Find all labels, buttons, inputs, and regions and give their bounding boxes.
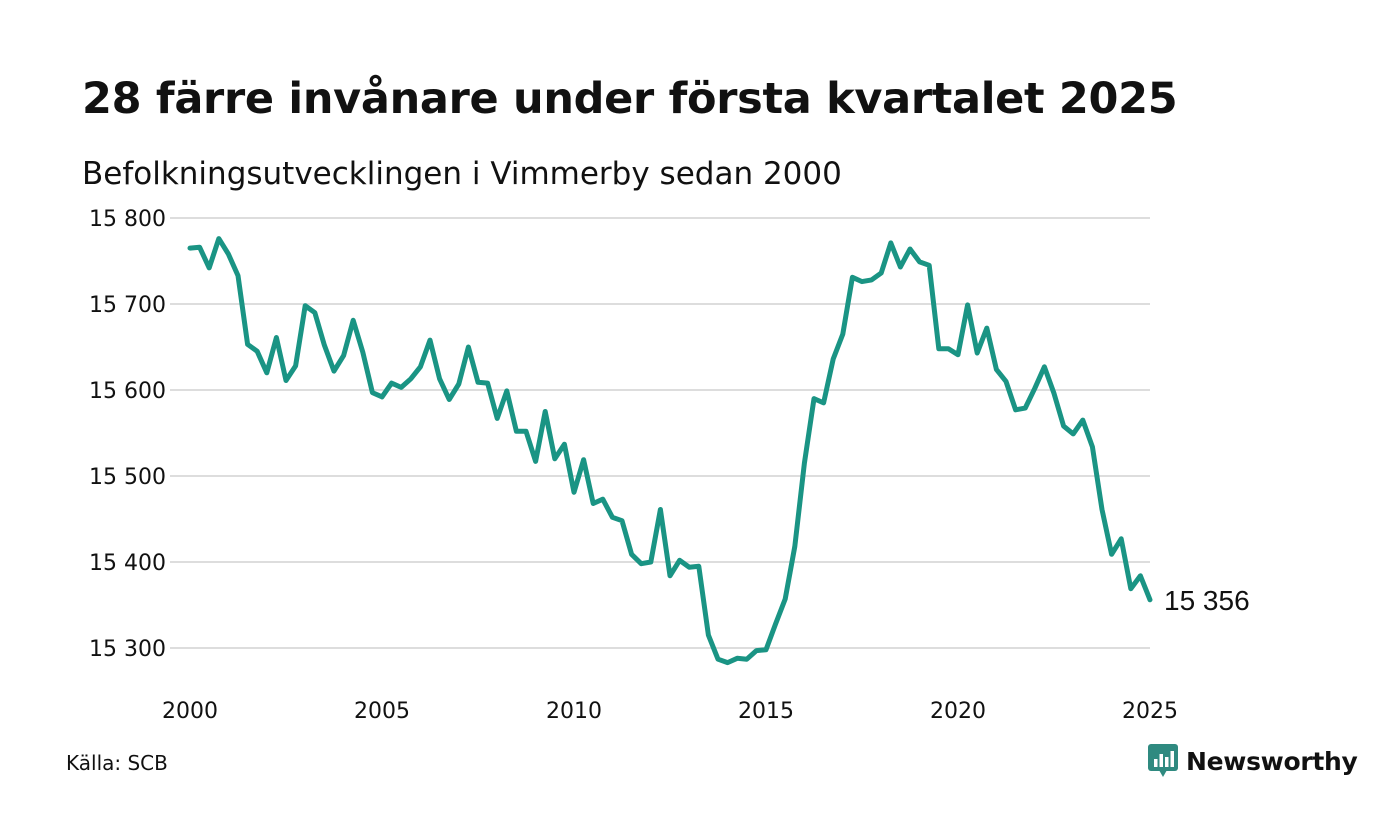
x-axis-ticks: 2000 2005 2010 2015 2020 2025: [162, 699, 1178, 724]
page-title: 28 färre invånare under första kvartalet…: [82, 74, 1178, 124]
source-note: Källa: SCB: [66, 751, 168, 775]
series-line-population: [187, 236, 1153, 666]
y-tick-label: 15 600: [89, 379, 166, 404]
brand-logo[interactable]: Newsworthy: [1148, 744, 1358, 778]
y-tick-label: 15 700: [89, 293, 166, 318]
x-tick-label: 2015: [738, 699, 794, 724]
data-points: [189, 238, 1151, 663]
y-tick-label: 15 800: [89, 207, 166, 232]
bar-chart-speech-bubble-icon: [1148, 744, 1178, 777]
x-tick-label: 2010: [546, 699, 602, 724]
end-value-label: 15 356: [1164, 585, 1250, 616]
x-tick-label: 2005: [354, 699, 410, 724]
x-tick-label: 2025: [1122, 699, 1178, 724]
page-subtitle: Befolkningsutvecklingen i Vimmerby sedan…: [82, 156, 842, 192]
y-axis-ticks: 15 300 15 400 15 500 15 600 15 700 15 800: [89, 207, 166, 662]
x-tick-label: 2020: [930, 699, 986, 724]
y-tick-label: 15 400: [89, 551, 166, 576]
y-tick-label: 15 500: [89, 465, 166, 490]
y-tick-label: 15 300: [89, 637, 166, 662]
brand-name: Newsworthy: [1186, 746, 1358, 776]
grid-lines: [170, 217, 1150, 649]
x-tick-label: 2000: [162, 699, 218, 724]
